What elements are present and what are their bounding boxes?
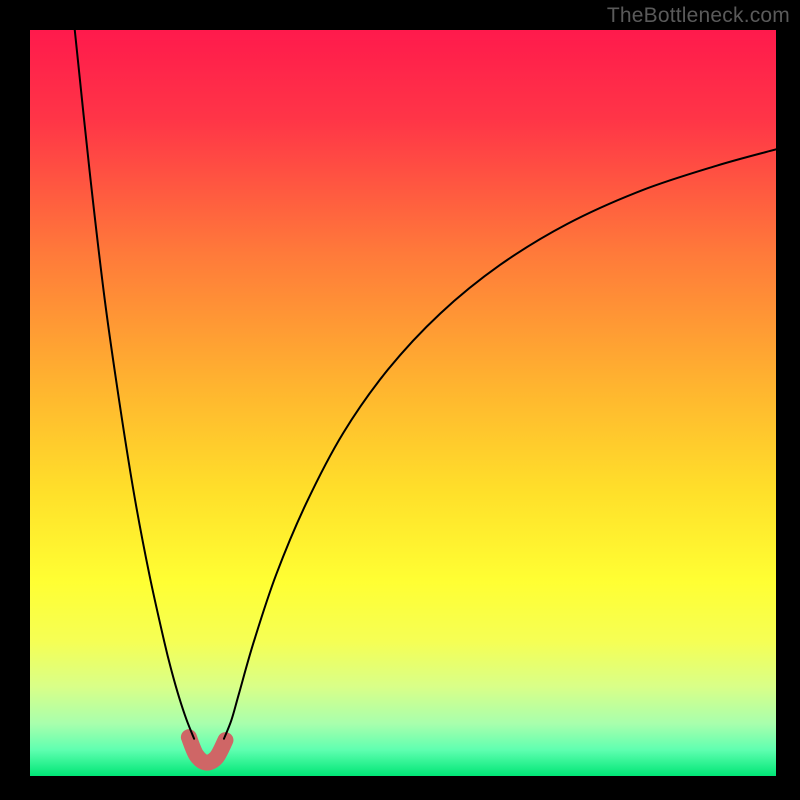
gradient-background: [30, 30, 776, 776]
watermark-text: TheBottleneck.com: [607, 4, 790, 28]
chart-frame: TheBottleneck.com: [0, 0, 800, 800]
chart-svg: [30, 30, 776, 776]
plot-area: [30, 30, 776, 776]
